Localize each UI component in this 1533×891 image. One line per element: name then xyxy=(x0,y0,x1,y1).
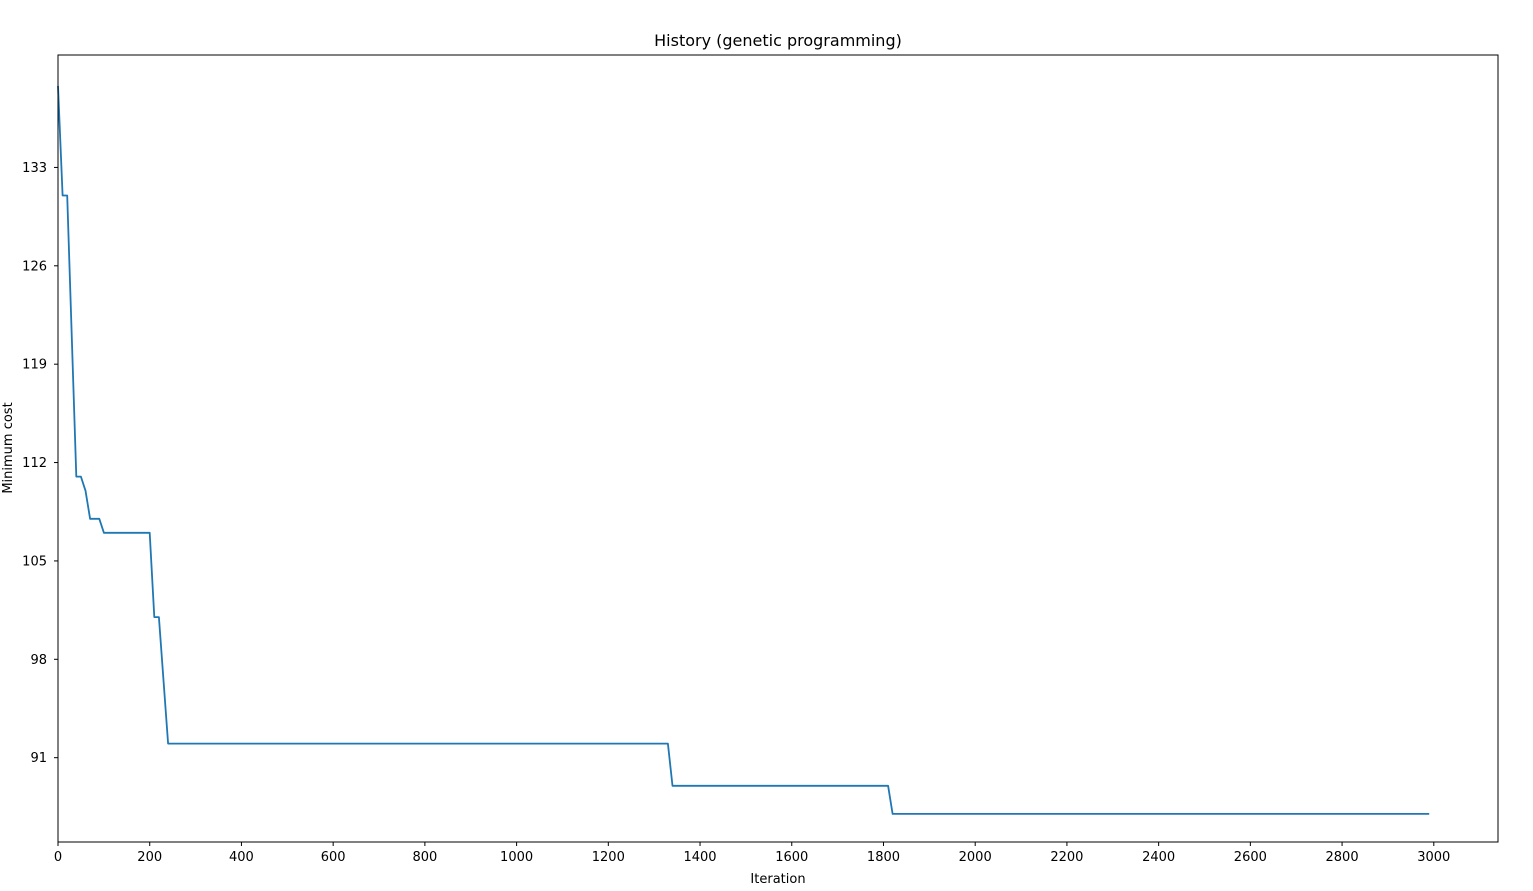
x-tick-label: 800 xyxy=(412,850,437,865)
plot-frame xyxy=(57,54,1499,843)
x-tick-label: 2200 xyxy=(1050,850,1083,865)
y-tick-label: 105 xyxy=(22,554,47,569)
x-tick-label: 400 xyxy=(229,850,254,865)
y-tick-label: 133 xyxy=(22,161,47,176)
x-tick-label: 1000 xyxy=(500,850,533,865)
x-tick-label: 1200 xyxy=(592,850,625,865)
y-axis-label: Minimum cost xyxy=(1,402,16,493)
x-tick-label: 1600 xyxy=(775,850,808,865)
x-tick-label: 2600 xyxy=(1234,850,1267,865)
x-axis: 0 200 400 600 800 1000 1200 1400 1600 1800 2000 220… xyxy=(54,842,1450,865)
y-tick-label: 91 xyxy=(30,751,47,766)
x-tick-label: 0 xyxy=(54,850,62,865)
series-layer xyxy=(57,85,1430,815)
x-tick-label: 2800 xyxy=(1326,850,1359,865)
x-tick-label: 2000 xyxy=(959,850,992,865)
y-tick-label: 112 xyxy=(22,456,47,471)
series-line xyxy=(57,85,1430,815)
y-tick-label: 98 xyxy=(30,653,47,668)
x-tick-label: 200 xyxy=(137,850,162,865)
x-tick-label: 1800 xyxy=(867,850,900,865)
y-axis: 91 98 105 112 119 126 133 xyxy=(22,161,58,766)
x-tick-label: 600 xyxy=(321,850,346,865)
x-tick-label: 2400 xyxy=(1142,850,1175,865)
y-tick-label: 119 xyxy=(22,358,47,373)
x-tick-label: 1400 xyxy=(683,850,716,865)
x-tick-label: 3000 xyxy=(1417,850,1450,865)
x-axis-label: Iteration xyxy=(750,872,805,887)
chart-title: History (genetic programming) xyxy=(654,31,902,50)
y-tick-label: 126 xyxy=(22,259,47,274)
